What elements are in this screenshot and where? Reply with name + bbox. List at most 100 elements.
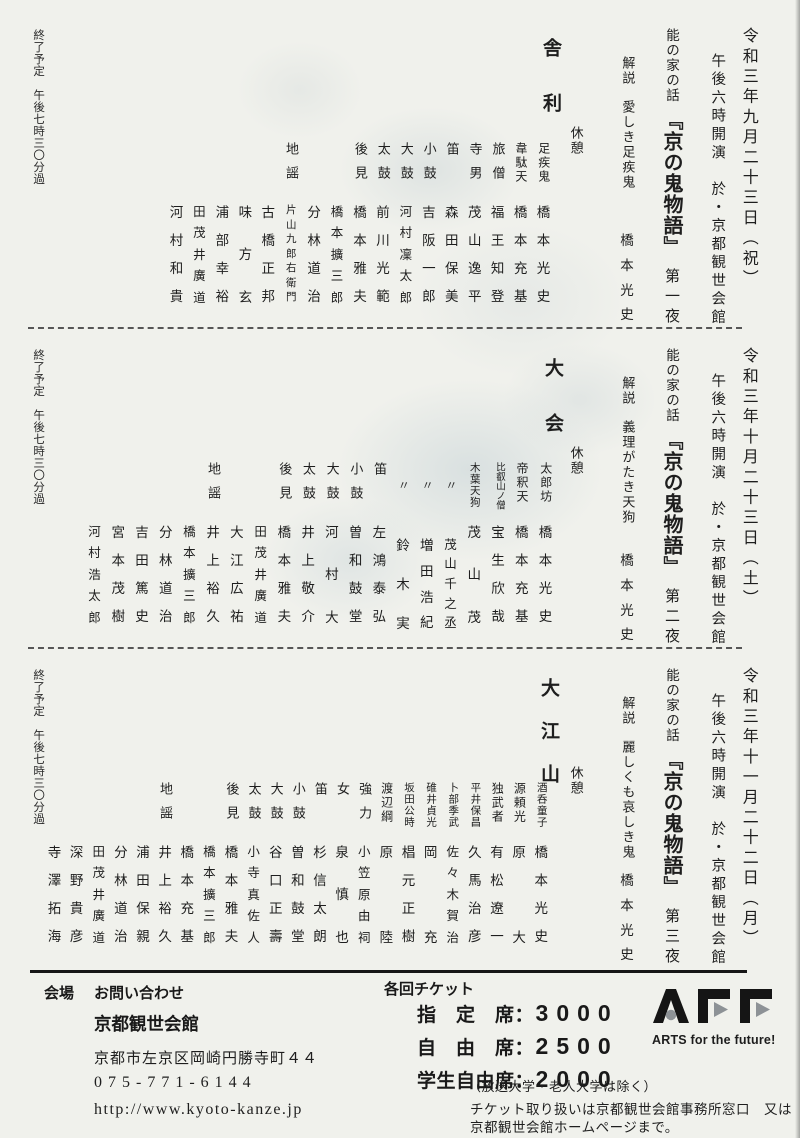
cast-role-label: 地謡 — [284, 142, 299, 190]
name-char: 太 — [313, 901, 327, 917]
aff-logo-mark — [653, 989, 772, 1023]
cast-actor-name: 田茂井廣道 — [90, 846, 108, 944]
cast-column: 浦部幸裕 — [214, 142, 231, 310]
name-char: 保 — [136, 901, 150, 917]
name-char: 敬 — [301, 581, 315, 597]
program-title-column: 能の家の話『京の鬼物語』第二夜 — [660, 348, 682, 648]
name-char: 茂 — [444, 537, 457, 552]
name-char: 本 — [534, 873, 549, 889]
cast-role-label: 太鼓 — [300, 462, 316, 510]
cast-actor-name: 原大 — [510, 846, 528, 944]
name-char: 橋 — [224, 845, 239, 860]
cast-column: 田茂井廣道 — [191, 142, 208, 310]
cast-column: 分林道治 — [157, 462, 174, 630]
cast-actor-name: 田茂井廣道 — [190, 206, 208, 304]
cast-actor-name: 曽和鼓堂 — [289, 846, 307, 944]
name-char: 道 — [114, 901, 128, 917]
cast-column: 笛森田保美 — [443, 142, 460, 310]
name-char: 谷 — [269, 845, 283, 860]
name-char: 史 — [534, 929, 549, 945]
play-title: 大会 — [542, 358, 563, 468]
cast-actor-name: 橋本光史 — [536, 526, 554, 624]
name-char: 田 — [445, 233, 459, 249]
name-char: 治 — [446, 930, 459, 945]
cast-column: 笛杉信太朗 — [312, 782, 329, 950]
cast-actor-name: 茂山茂 — [465, 526, 483, 624]
name-char: 治 — [158, 609, 173, 625]
name-char: 江 — [230, 553, 244, 569]
cast-actor-name: 浦田保親 — [134, 846, 152, 944]
name-char: 久 — [206, 609, 220, 625]
commentary-label: 解説 — [620, 376, 636, 406]
name-char: 河 — [399, 205, 413, 219]
name-char: 保 — [445, 261, 459, 277]
name-char: 治 — [307, 289, 321, 305]
name-char: 一 — [490, 929, 504, 945]
cast-actor-name: 分林道治 — [112, 846, 130, 944]
series-label: 能の家の話 — [664, 28, 679, 103]
cast-column: 分林道治 — [112, 782, 129, 950]
name-char: 道 — [92, 930, 105, 945]
name-char: 本 — [277, 553, 292, 569]
name-char: 寺 — [247, 866, 260, 881]
name-char: 擴 — [330, 247, 344, 262]
cast-column: 橋本擴三郎 — [181, 462, 198, 630]
cast-actor-name: 宮本茂樹 — [109, 526, 127, 624]
name-char: 鴻 — [372, 553, 387, 569]
name-char: 本 — [203, 866, 216, 881]
cast-actor-name: 田茂井廣道 — [252, 526, 270, 624]
name-char: 史 — [620, 627, 634, 643]
name-char: 吉 — [422, 205, 436, 220]
name-char: 村 — [169, 233, 184, 249]
name-char: 橋 — [330, 205, 344, 219]
cast-column: 大鼓河村凜太郎 — [397, 142, 414, 310]
name-char: 木 — [396, 576, 410, 592]
cast-actor-name: 橋本擴三郎 — [180, 526, 198, 624]
cast-role-label: 坂田公時 — [403, 782, 414, 828]
name-char: 道 — [307, 261, 321, 277]
name-char: 正 — [261, 261, 276, 277]
name-char: 野 — [69, 873, 84, 889]
name-char: 拓 — [47, 901, 62, 917]
cast-column: 太鼓小寺真佐人 — [245, 782, 262, 950]
name-char: 味 — [238, 205, 253, 220]
name-char: 山 — [444, 557, 457, 572]
name-char: 上 — [301, 553, 315, 569]
cast-role-label: 〃 — [443, 479, 458, 491]
name-char: 左 — [372, 525, 387, 540]
cast-column: 地謡片山九郎右衛門 — [283, 142, 300, 310]
cast-actor-name: 味方玄 — [236, 206, 254, 304]
name-char: 茂 — [111, 581, 125, 597]
name-char: 郎 — [285, 248, 297, 260]
name-char: 本 — [620, 897, 634, 913]
name-char: 福 — [490, 205, 505, 220]
cast-column: 太鼓前川光範 — [374, 142, 391, 310]
cast-column: 古橋正邦 — [260, 142, 277, 310]
cast-actor-name: 分林道治 — [157, 526, 175, 624]
name-char: 郎 — [203, 930, 216, 945]
ticket-colon: ： — [514, 1038, 534, 1059]
cast-column: 橋本擴三郎 — [201, 782, 218, 950]
cast-column: 酒呑童子橋本光史 — [533, 782, 550, 950]
cast-column: 地謡井上裕久 — [205, 462, 222, 630]
name-char: 々 — [446, 866, 459, 881]
name-char: 本 — [620, 257, 634, 273]
name-char: 光 — [620, 282, 634, 298]
name-char: 部 — [215, 233, 230, 249]
name-char: 本 — [513, 233, 528, 249]
name-char: 和 — [169, 261, 184, 277]
aff-tagline: ARTS for the future! — [652, 1033, 776, 1047]
name-char: 橋 — [536, 205, 551, 220]
website-url: http://www.kyoto-kanze.jp — [94, 1101, 303, 1118]
name-char: 鼓 — [291, 901, 305, 917]
name-char: 夫 — [224, 929, 239, 945]
name-char: 史 — [135, 609, 149, 625]
name-char: 岡 — [423, 845, 438, 860]
name-char: 本 — [330, 226, 344, 241]
cast-column: 後見橋本雅夫 — [223, 782, 240, 950]
name-char: 裕 — [158, 901, 172, 917]
play-title: 大江山 — [538, 678, 559, 807]
ticket-price: 2000 — [535, 1066, 619, 1092]
cast-actor-name: 曽和鼓堂 — [347, 526, 365, 624]
name-char: 充 — [180, 901, 195, 917]
